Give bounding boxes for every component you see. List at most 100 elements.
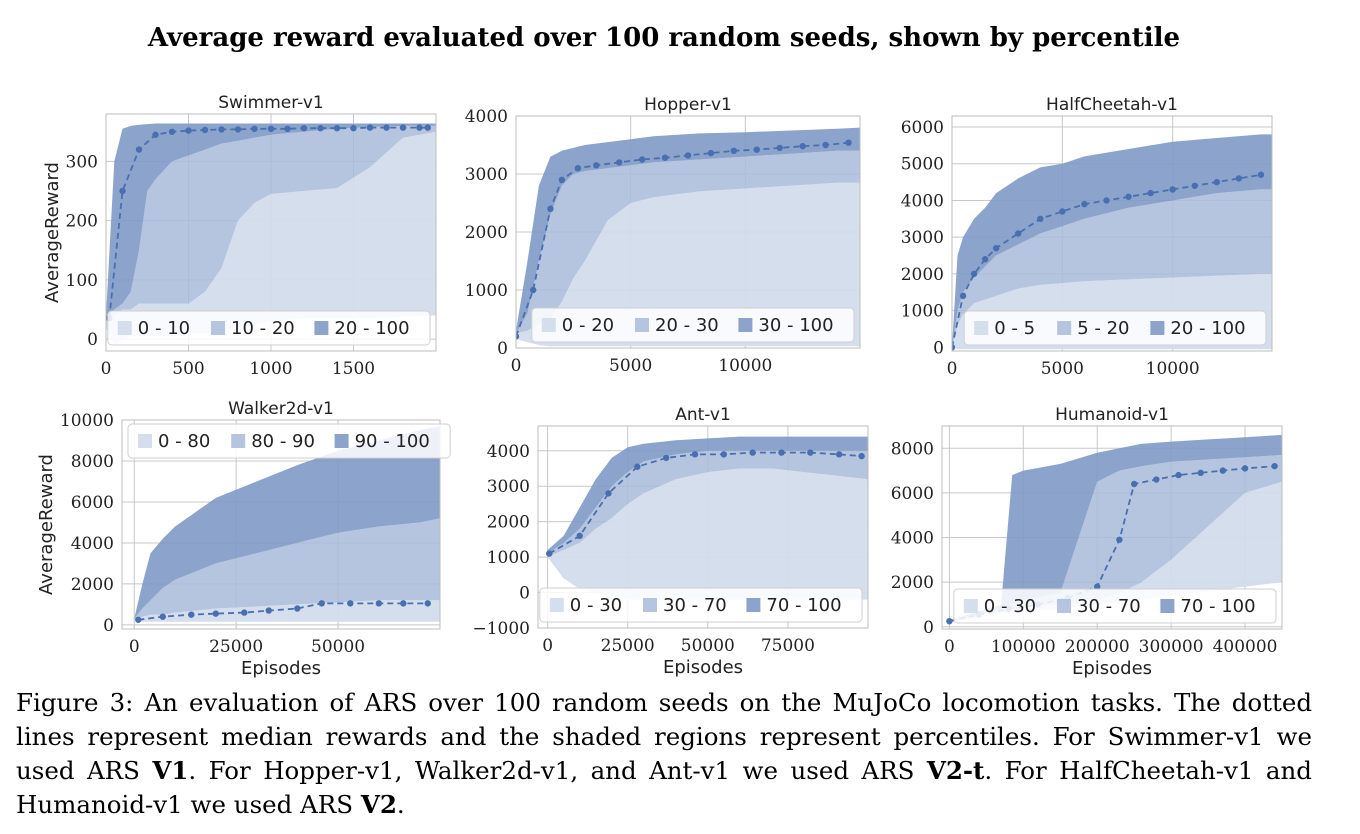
median-point: [201, 126, 209, 134]
y-tick-label: 3000: [901, 228, 944, 248]
legend-label: 0 - 80: [158, 431, 210, 452]
legend-swatch: [541, 318, 556, 332]
median-point: [350, 125, 357, 132]
median-point: [234, 126, 242, 133]
y-axis-label: AverageReward: [36, 454, 57, 595]
figure-suptitle: Average reward evaluated over 100 random…: [147, 23, 1180, 53]
chart-title: Swimmer-v1: [218, 93, 323, 113]
legend: 0 - 80 80 - 90 90 - 100: [127, 423, 451, 459]
legend-swatch: [231, 434, 246, 448]
median-point: [135, 146, 143, 153]
bands: [546, 436, 868, 600]
legend-box: [107, 310, 431, 346]
band-10-20: [106, 125, 436, 322]
band-0-30: [949, 481, 1282, 623]
median-point: [593, 162, 600, 169]
median-point: [1116, 536, 1123, 543]
chart-panel-4: Ant-v1 0 25000 50000 75000 −1000 0 1000 2000 3000…: [472, 405, 869, 678]
y-tick-label: 8000: [891, 439, 934, 459]
legend-swatch: [746, 598, 761, 612]
chart-title: Walker2d-v1: [228, 399, 334, 419]
legend-label: 30 - 70: [1077, 596, 1141, 617]
legend: 0 - 5 5 - 20 20 - 100: [963, 310, 1267, 346]
x-tick-label: 50000: [311, 637, 365, 657]
median-point: [1059, 208, 1066, 215]
legend-box: [531, 307, 855, 343]
median-point: [265, 607, 272, 614]
median-point: [1081, 200, 1088, 208]
median-point: [753, 146, 760, 153]
median-point: [807, 449, 814, 456]
median-point: [1219, 467, 1227, 474]
median-point: [185, 127, 192, 134]
legend-box: [963, 310, 1267, 346]
median-point: [530, 286, 537, 294]
y-tick-label: 6000: [901, 118, 944, 138]
y-tick-label: 8000: [71, 452, 114, 472]
median-point: [375, 600, 383, 607]
median-point: [845, 139, 852, 146]
median-point: [605, 490, 612, 497]
legend-label: 20 - 100: [1170, 318, 1245, 339]
median-point: [981, 256, 989, 263]
legend-swatch: [314, 321, 329, 335]
y-tick-label: 4000: [891, 529, 934, 549]
legend-swatch: [643, 598, 657, 612]
median-point: [858, 452, 865, 460]
legend-label: 30 - 70: [663, 595, 727, 616]
x-tick-label: 300000: [1139, 637, 1204, 657]
legend-label: 0 - 20: [562, 315, 614, 336]
figure-svg: Average reward evaluated over 100 random…: [36, 23, 1283, 679]
median-point: [1169, 186, 1176, 193]
y-tick-label: 4000: [901, 191, 944, 211]
y-tick-label: 2000: [465, 223, 508, 243]
y-tick-label: 1000: [487, 548, 530, 568]
plot-frame: [105, 113, 437, 352]
legend-box: [539, 587, 863, 623]
median-point: [1235, 175, 1243, 182]
caption-text-1: An evaluation of ARS over 100 random see…: [16, 688, 1313, 785]
median-point: [347, 600, 354, 607]
x-tick-label: 0: [944, 637, 955, 657]
median-point: [294, 605, 301, 612]
chart-panel-5: Humanoid-v1 0 100000 200000 300000 400000 0 200…: [891, 405, 1283, 679]
x-tick-label: 400000: [1213, 637, 1278, 657]
median-point: [416, 124, 423, 131]
median-point: [218, 126, 225, 133]
plot-frame: [951, 115, 1273, 352]
median-point: [1153, 476, 1160, 483]
x-tick-label: 1000: [249, 359, 292, 379]
median-point: [333, 125, 341, 132]
y-tick-label: 200: [66, 212, 98, 232]
median-point: [188, 611, 195, 618]
median-point: [1103, 197, 1110, 204]
x-tick-label: 10000: [718, 356, 772, 376]
median-point: [1147, 189, 1154, 197]
y-tick-label: 10000: [60, 411, 114, 431]
median-point: [1191, 182, 1198, 189]
y-tick-label: 4000: [487, 442, 530, 462]
band-70-100: [547, 436, 868, 554]
median-point: [1175, 471, 1182, 479]
median-point: [778, 449, 785, 456]
caption-bold-1: V1: [152, 756, 189, 785]
band-30-70: [949, 455, 1282, 623]
median-point: [168, 128, 176, 135]
band-20-100: [952, 134, 1272, 348]
legend-swatch: [1057, 321, 1072, 335]
chart-panel-0: Swimmer-v1 0 500 1000 1500 0 100 200 300AverageR…: [42, 93, 437, 379]
median-point: [822, 141, 829, 149]
plot-frame: [121, 419, 441, 630]
legend-label: 0 - 30: [570, 595, 622, 616]
legend-label: 20 - 30: [655, 315, 719, 336]
median-point: [135, 616, 142, 623]
y-tick-label: −1000: [472, 619, 530, 639]
legend-swatch: [549, 598, 564, 612]
legend-label: 70 - 100: [1180, 596, 1255, 617]
median-line: [138, 602, 428, 621]
legend-label: 80 - 90: [251, 431, 315, 452]
x-tick-label: 100000: [991, 637, 1056, 657]
chart-title: Humanoid-v1: [1055, 405, 1169, 425]
plot-frame: [941, 425, 1283, 630]
